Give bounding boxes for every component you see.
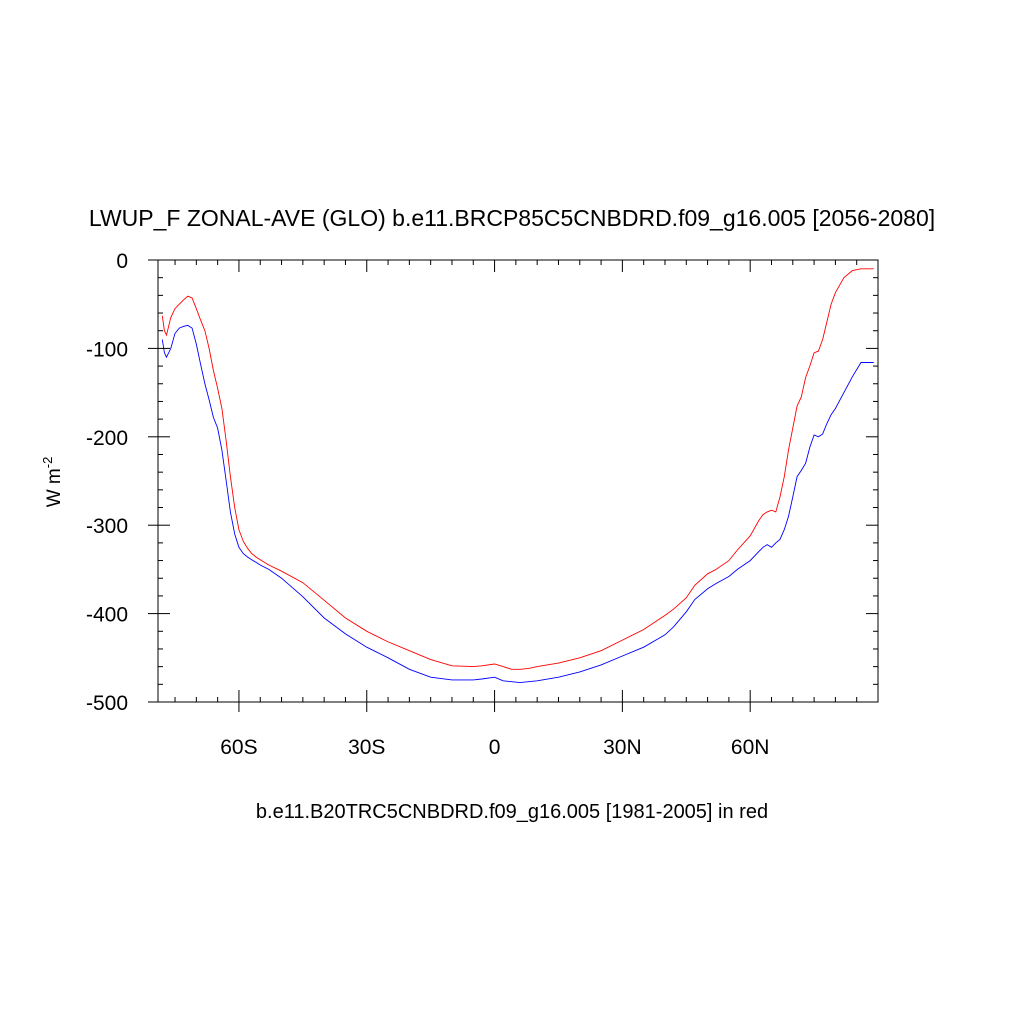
plot-frame <box>157 259 879 703</box>
y-tick-label: -100 <box>86 338 128 361</box>
x-tick-label: 30S <box>348 736 385 759</box>
y-axis-label-superscript: -2 <box>40 457 55 469</box>
x-tick-label: 0 <box>489 736 501 759</box>
x-tick-label: 60S <box>220 736 257 759</box>
x-axis-label: b.e11.B20TRC5CNBDRD.f09_g16.005 [1981-20… <box>256 801 768 823</box>
y-axis-label-main: W m <box>44 468 65 507</box>
y-tick-label: 0 <box>116 250 128 273</box>
x-tick-label: 30N <box>603 736 642 759</box>
series-line-2 <box>161 268 874 670</box>
plot-area: 60S 30S 0 30N 60N 0 -100 -200 -300 -400 -500 <box>86 250 879 759</box>
y-axis-label: W m-2 <box>40 457 65 508</box>
x-tick-label: 60N <box>731 736 770 759</box>
y-tick-label: -400 <box>86 604 128 627</box>
y-tick-label: -200 <box>86 427 128 450</box>
chart-title: LWUP_F ZONAL-AVE (GLO) b.e11.BRCP85C5CNB… <box>89 205 935 231</box>
y-tick-label: -300 <box>86 515 128 538</box>
y-tick-label: -500 <box>86 692 128 715</box>
series-line-1 <box>161 324 874 684</box>
